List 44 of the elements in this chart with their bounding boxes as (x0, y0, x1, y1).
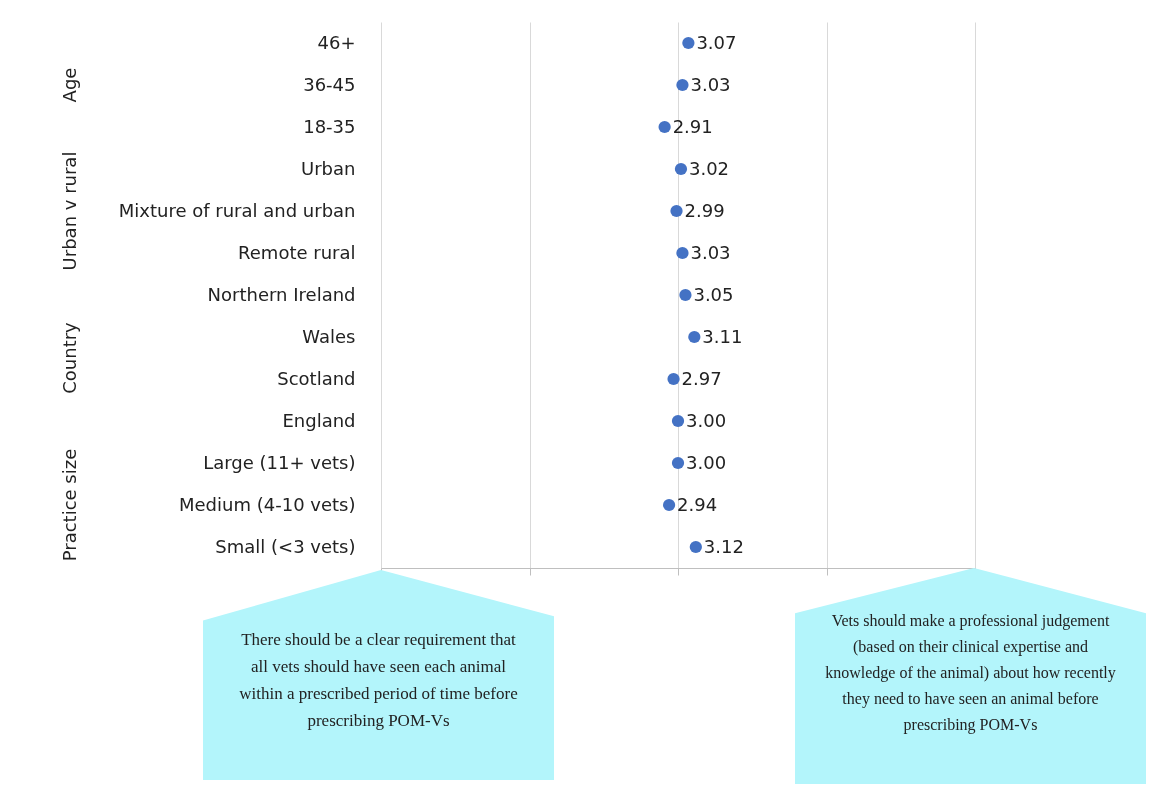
y-tick-label: Large (11+ vets) (203, 451, 356, 473)
point (674, 162, 688, 176)
point (671, 414, 685, 428)
y-tick-label: England (282, 409, 356, 431)
data-label: 3.03 (690, 242, 731, 263)
point (670, 204, 683, 218)
data-label: 2.91 (672, 116, 713, 137)
y-tick-label: Wales (302, 325, 356, 347)
text: Age (59, 67, 80, 103)
data-label: 3.00 (686, 452, 727, 473)
data-label: 3.00 (686, 410, 727, 431)
point (662, 498, 676, 512)
y-tick-label: 18-35 (303, 115, 356, 137)
y-tick-label: Northern Ireland (207, 283, 356, 305)
text: Urban v rural (59, 151, 80, 271)
y-tick-label: Mixture of rural and urban (118, 199, 356, 221)
data-label: 3.11 (702, 326, 743, 347)
point (689, 540, 702, 554)
data-label: 3.05 (693, 284, 734, 305)
text: Country (59, 321, 80, 394)
point (676, 246, 689, 260)
point (688, 330, 701, 344)
callout-box: Vets should make a professional judgement (based on their clinical expertise and knowledge of the animal) about how recently they need to have seen an animal before prescribing POM-Vs (795, 568, 1146, 784)
data-label: 3.02 (688, 158, 730, 179)
y-tick-label: 36-45 (303, 73, 356, 95)
point (682, 36, 695, 50)
point (658, 120, 671, 134)
y-tick-label: Small (<3 vets) (215, 535, 356, 557)
data-label: 3.03 (690, 74, 731, 95)
data-label: 3.07 (696, 32, 737, 53)
point (676, 78, 689, 92)
y-tick-label: Urban (301, 157, 356, 179)
text: Practice size (59, 448, 80, 562)
y-tick-label: 46+ (317, 31, 356, 53)
point (671, 456, 685, 470)
data-label: 2.99 (684, 200, 725, 221)
point (679, 288, 692, 302)
y-tick-label: Remote rural (238, 241, 356, 263)
y-tick-label: Medium (4-10 vets) (179, 493, 356, 515)
data-label: 2.94 (677, 494, 718, 515)
y-tick-label: Scotland (277, 367, 356, 389)
point (667, 372, 680, 386)
data-label: 3.12 (703, 536, 744, 557)
data-label: 2.97 (681, 368, 722, 389)
